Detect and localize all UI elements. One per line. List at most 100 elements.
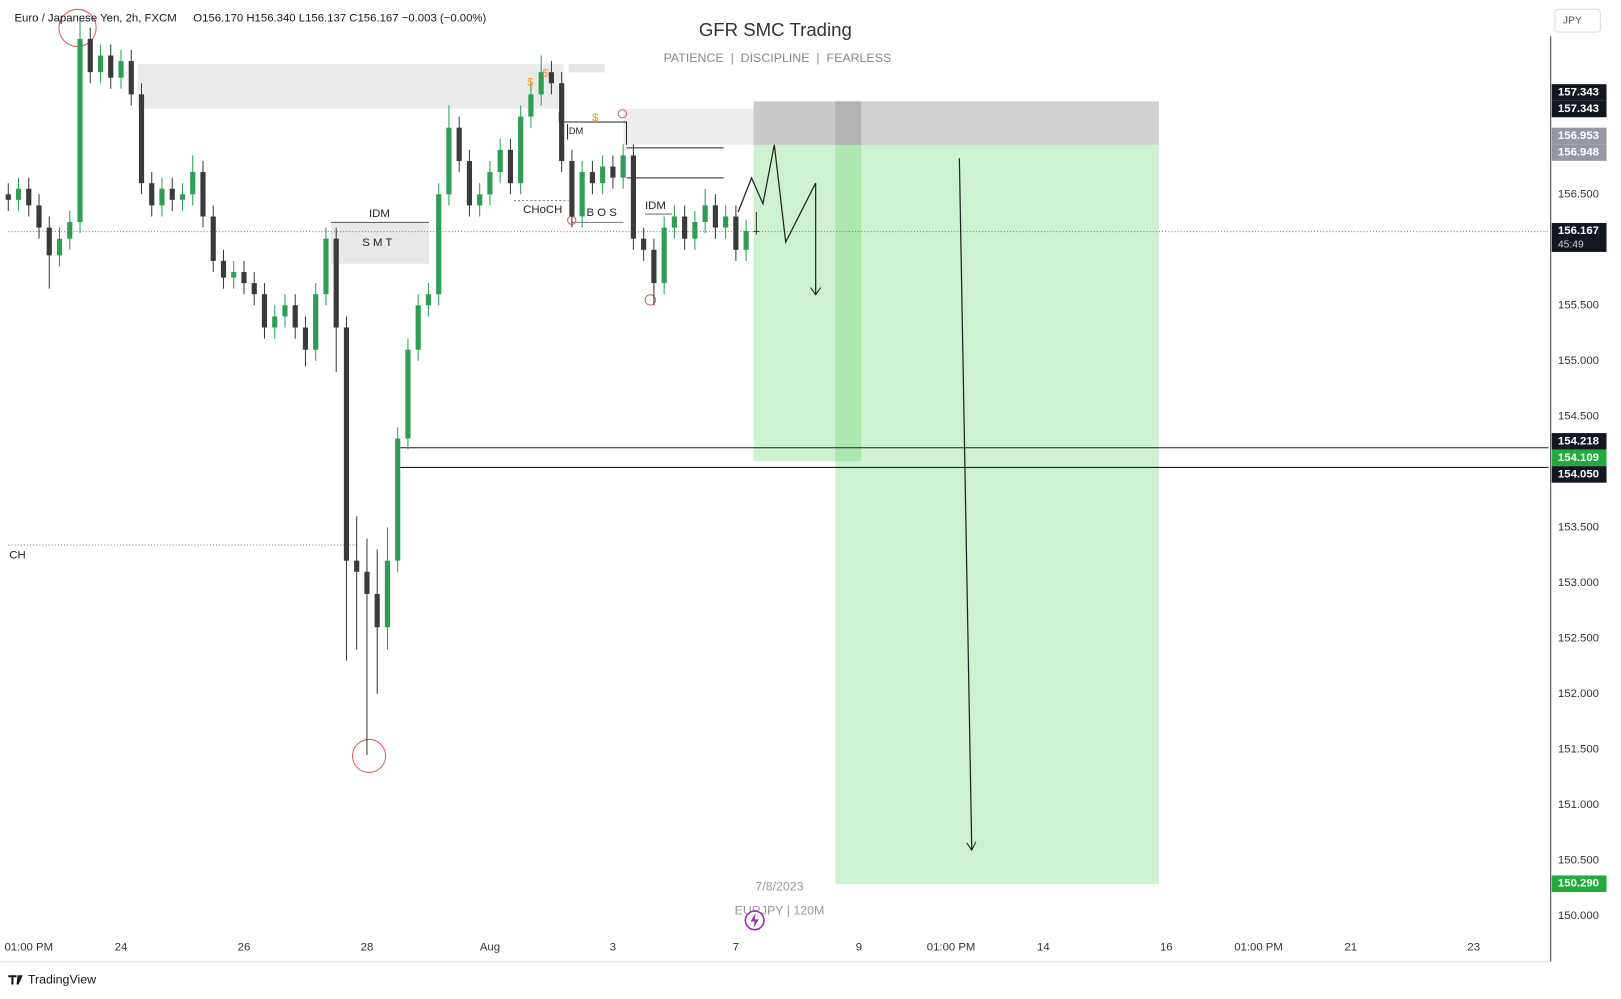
candle-body — [610, 166, 616, 178]
candle-body — [702, 205, 708, 223]
candle-body — [179, 194, 186, 200]
price-label-box — [1551, 127, 1607, 145]
candle-body — [190, 172, 196, 195]
candle-body — [661, 227, 667, 284]
candle-body — [384, 560, 391, 628]
swing-circle — [352, 738, 387, 774]
y-tick-label: 150.000 — [1558, 910, 1599, 922]
candle-body — [97, 55, 104, 73]
price-label: 150.290 — [1558, 878, 1599, 890]
candle-body — [108, 55, 114, 78]
ohlc-legend: O156.170 H156.340 L156.137 C156.167 −0.0… — [193, 13, 486, 25]
y-tick-label: 151.500 — [1558, 743, 1599, 755]
price-label-box — [1551, 100, 1607, 118]
candle-body — [128, 61, 134, 95]
x-tick-label: 16 — [1160, 941, 1173, 953]
price-label: 156.953 — [1558, 130, 1599, 142]
candle-body — [538, 72, 544, 95]
symbol-legend: Euro / Japanese Yen, 2h, FXCM — [14, 13, 176, 25]
candle-body — [261, 294, 268, 328]
x-tick-label: Aug — [480, 941, 500, 953]
price-label-box — [1551, 144, 1607, 161]
candle-body — [364, 571, 370, 594]
watermark-title: GFR SMC Trading — [699, 19, 852, 40]
swing-circle — [617, 109, 628, 119]
supply-zone — [568, 64, 605, 73]
candle-body — [733, 216, 739, 250]
x-tick-label: 3 — [610, 941, 616, 953]
supply-zone — [623, 108, 755, 145]
price-label: 156.167 — [1558, 225, 1599, 237]
brand: TradingView — [28, 973, 96, 987]
y-tick-label: 153.500 — [1558, 521, 1599, 533]
candle-body — [723, 216, 729, 228]
candle-body — [600, 166, 606, 184]
candle-body — [149, 183, 155, 206]
target-zone — [753, 144, 862, 462]
candle-body — [313, 294, 319, 350]
candle-body — [159, 188, 165, 206]
annotation: $ — [527, 77, 534, 89]
candle-body — [712, 205, 718, 228]
candle-body — [753, 230, 759, 232]
candle-body — [138, 94, 145, 184]
candle-body — [26, 188, 32, 206]
candle-body — [354, 560, 360, 572]
stop-zone — [835, 101, 1159, 145]
x-tick-label: 01:00 PM — [927, 941, 976, 953]
candle-body — [220, 260, 227, 278]
y-tick-label: 154.500 — [1558, 410, 1599, 422]
candle-body — [282, 305, 288, 317]
annotation: $ — [543, 67, 550, 79]
price-label: 156.948 — [1558, 147, 1599, 159]
y-tick-label: 152.000 — [1558, 688, 1599, 700]
price-label-box — [1551, 449, 1607, 467]
price-label-box — [1551, 875, 1607, 893]
candle-body — [272, 316, 278, 328]
projection-path — [737, 144, 817, 295]
candle-body — [497, 149, 503, 173]
annotation: IDM — [369, 208, 390, 220]
candle-body — [77, 38, 83, 223]
candle-body — [528, 94, 534, 117]
candle-body — [446, 127, 452, 195]
price-label: 157.343 — [1558, 103, 1599, 115]
candle-body — [548, 72, 555, 84]
candle-body — [559, 83, 565, 161]
y-tick-label: 152.500 — [1558, 632, 1599, 644]
candle-body — [651, 249, 657, 284]
candle-body — [200, 172, 206, 217]
candle-body — [518, 116, 524, 184]
candle-body — [487, 172, 493, 195]
watermark-date: 7/8/2023 — [755, 880, 803, 894]
stop-zone — [753, 101, 862, 145]
candle-body — [436, 194, 442, 295]
price-label: 154.109 — [1558, 452, 1599, 464]
candle-body — [425, 294, 432, 306]
candle-body — [343, 327, 350, 561]
swing-circle — [644, 294, 656, 306]
price-label-box — [1551, 222, 1607, 252]
event-icon — [750, 913, 759, 928]
x-tick-label: 9 — [856, 941, 862, 953]
candle-body — [333, 238, 339, 328]
brand-logo — [8, 975, 23, 985]
candle-body — [671, 216, 677, 228]
candle-body — [241, 272, 247, 284]
candle-body — [231, 272, 237, 278]
y-tick-label: 156.500 — [1558, 188, 1599, 200]
drawings — [8, 8, 1549, 885]
y-tick-label: 155.000 — [1558, 355, 1599, 367]
currency-button[interactable] — [1554, 8, 1601, 33]
candle-body — [251, 283, 257, 295]
price-label: 154.050 — [1558, 468, 1599, 480]
x-tick-label: 28 — [361, 941, 374, 953]
candle-body — [15, 188, 22, 200]
arrow-head — [810, 287, 822, 296]
candle-body — [67, 222, 73, 239]
x-tick-label: 26 — [238, 941, 251, 953]
candle-body — [589, 172, 595, 184]
candle-body — [743, 230, 749, 250]
x-tick-label: 14 — [1037, 941, 1050, 953]
